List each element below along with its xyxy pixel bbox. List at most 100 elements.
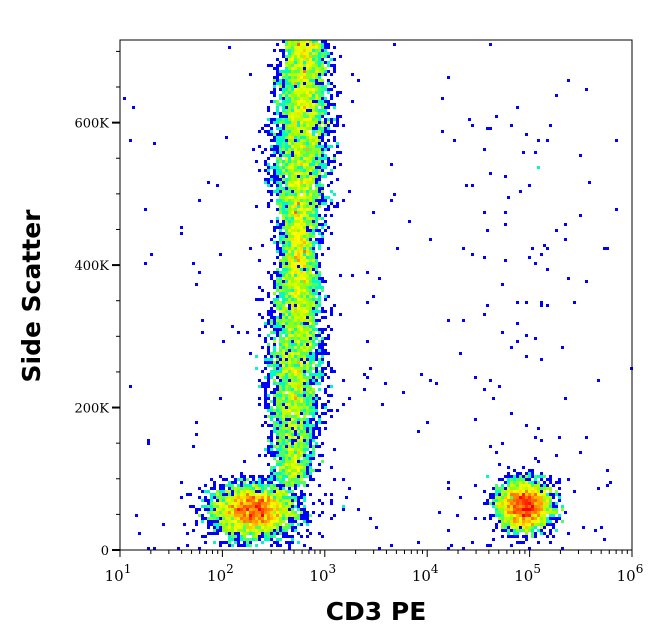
density-bin — [549, 520, 552, 523]
density-bin — [315, 409, 318, 412]
density-bin — [429, 238, 432, 241]
density-bin — [279, 400, 282, 403]
density-bin — [279, 82, 282, 85]
density-bin — [279, 301, 282, 304]
density-bin — [294, 265, 297, 268]
density-bin — [276, 373, 279, 376]
density-bin — [294, 214, 297, 217]
density-bin — [315, 178, 318, 181]
density-bin — [279, 211, 282, 214]
density-bin — [549, 505, 552, 508]
density-bin — [288, 133, 291, 136]
density-bin — [309, 247, 312, 250]
density-bin — [219, 529, 222, 532]
density-bin — [225, 511, 228, 514]
density-bin — [213, 493, 216, 496]
density-bin — [312, 181, 315, 184]
density-bin — [273, 367, 276, 370]
density-bin — [297, 463, 300, 466]
density-bin — [285, 211, 288, 214]
density-bin — [555, 511, 558, 514]
density-bin — [489, 502, 492, 505]
density-bin — [267, 520, 270, 523]
density-bin — [234, 541, 237, 544]
density-bin — [273, 322, 276, 325]
density-bin — [285, 325, 288, 328]
density-bin — [393, 193, 396, 196]
density-bin — [276, 283, 279, 286]
density-bin — [297, 406, 300, 409]
density-bin — [294, 283, 297, 286]
density-bin — [285, 451, 288, 454]
density-bin — [297, 517, 300, 520]
density-bin — [213, 487, 216, 490]
density-bin — [519, 517, 522, 520]
density-bin — [309, 160, 312, 163]
density-bin — [321, 97, 324, 100]
density-bin — [273, 502, 276, 505]
density-bin — [312, 379, 315, 382]
density-bin — [534, 487, 537, 490]
density-bin — [303, 457, 306, 460]
density-bin — [495, 499, 498, 502]
density-bin — [327, 52, 330, 55]
density-bin — [315, 256, 318, 259]
density-bin — [264, 406, 267, 409]
density-bin — [279, 364, 282, 367]
density-bin — [519, 541, 522, 544]
density-bin — [342, 505, 345, 508]
density-bin — [261, 529, 264, 532]
density-bin — [279, 334, 282, 337]
density-bin — [306, 310, 309, 313]
density-bin — [312, 388, 315, 391]
density-bin — [288, 496, 291, 499]
density-bin — [462, 547, 465, 550]
density-bin — [531, 247, 534, 250]
density-bin — [288, 166, 291, 169]
density-bin — [297, 298, 300, 301]
density-bin — [312, 439, 315, 442]
density-bin — [291, 112, 294, 115]
density-bin — [282, 280, 285, 283]
density-bin — [534, 520, 537, 523]
density-bin — [291, 151, 294, 154]
density-bin — [285, 43, 288, 46]
density-bin — [504, 520, 507, 523]
density-bin — [282, 79, 285, 82]
density-bin — [312, 139, 315, 142]
density-bin — [303, 385, 306, 388]
density-bin — [243, 535, 246, 538]
density-bin — [153, 547, 156, 550]
density-bin — [273, 304, 276, 307]
density-bin — [288, 118, 291, 121]
density-bin — [318, 292, 321, 295]
density-bin — [285, 121, 288, 124]
density-bin — [294, 325, 297, 328]
density-bin — [531, 529, 534, 532]
density-bin — [288, 52, 291, 55]
density-bin — [258, 379, 261, 382]
density-bin — [309, 103, 312, 106]
density-bin — [267, 190, 270, 193]
density-bin — [276, 256, 279, 259]
density-bin — [306, 247, 309, 250]
density-bin — [309, 118, 312, 121]
density-bin — [279, 475, 282, 478]
density-bin — [282, 424, 285, 427]
density-bin — [309, 124, 312, 127]
density-bin — [291, 358, 294, 361]
density-bin — [315, 82, 318, 85]
density-bin — [543, 484, 546, 487]
density-bin — [510, 490, 513, 493]
density-bin — [306, 436, 309, 439]
density-bin — [282, 502, 285, 505]
density-bin — [558, 478, 561, 481]
density-bin — [291, 241, 294, 244]
density-bin — [279, 421, 282, 424]
density-bin — [540, 505, 543, 508]
density-bin — [291, 115, 294, 118]
density-bin — [273, 346, 276, 349]
density-bin — [288, 226, 291, 229]
density-bin — [258, 532, 261, 535]
density-bin — [294, 82, 297, 85]
